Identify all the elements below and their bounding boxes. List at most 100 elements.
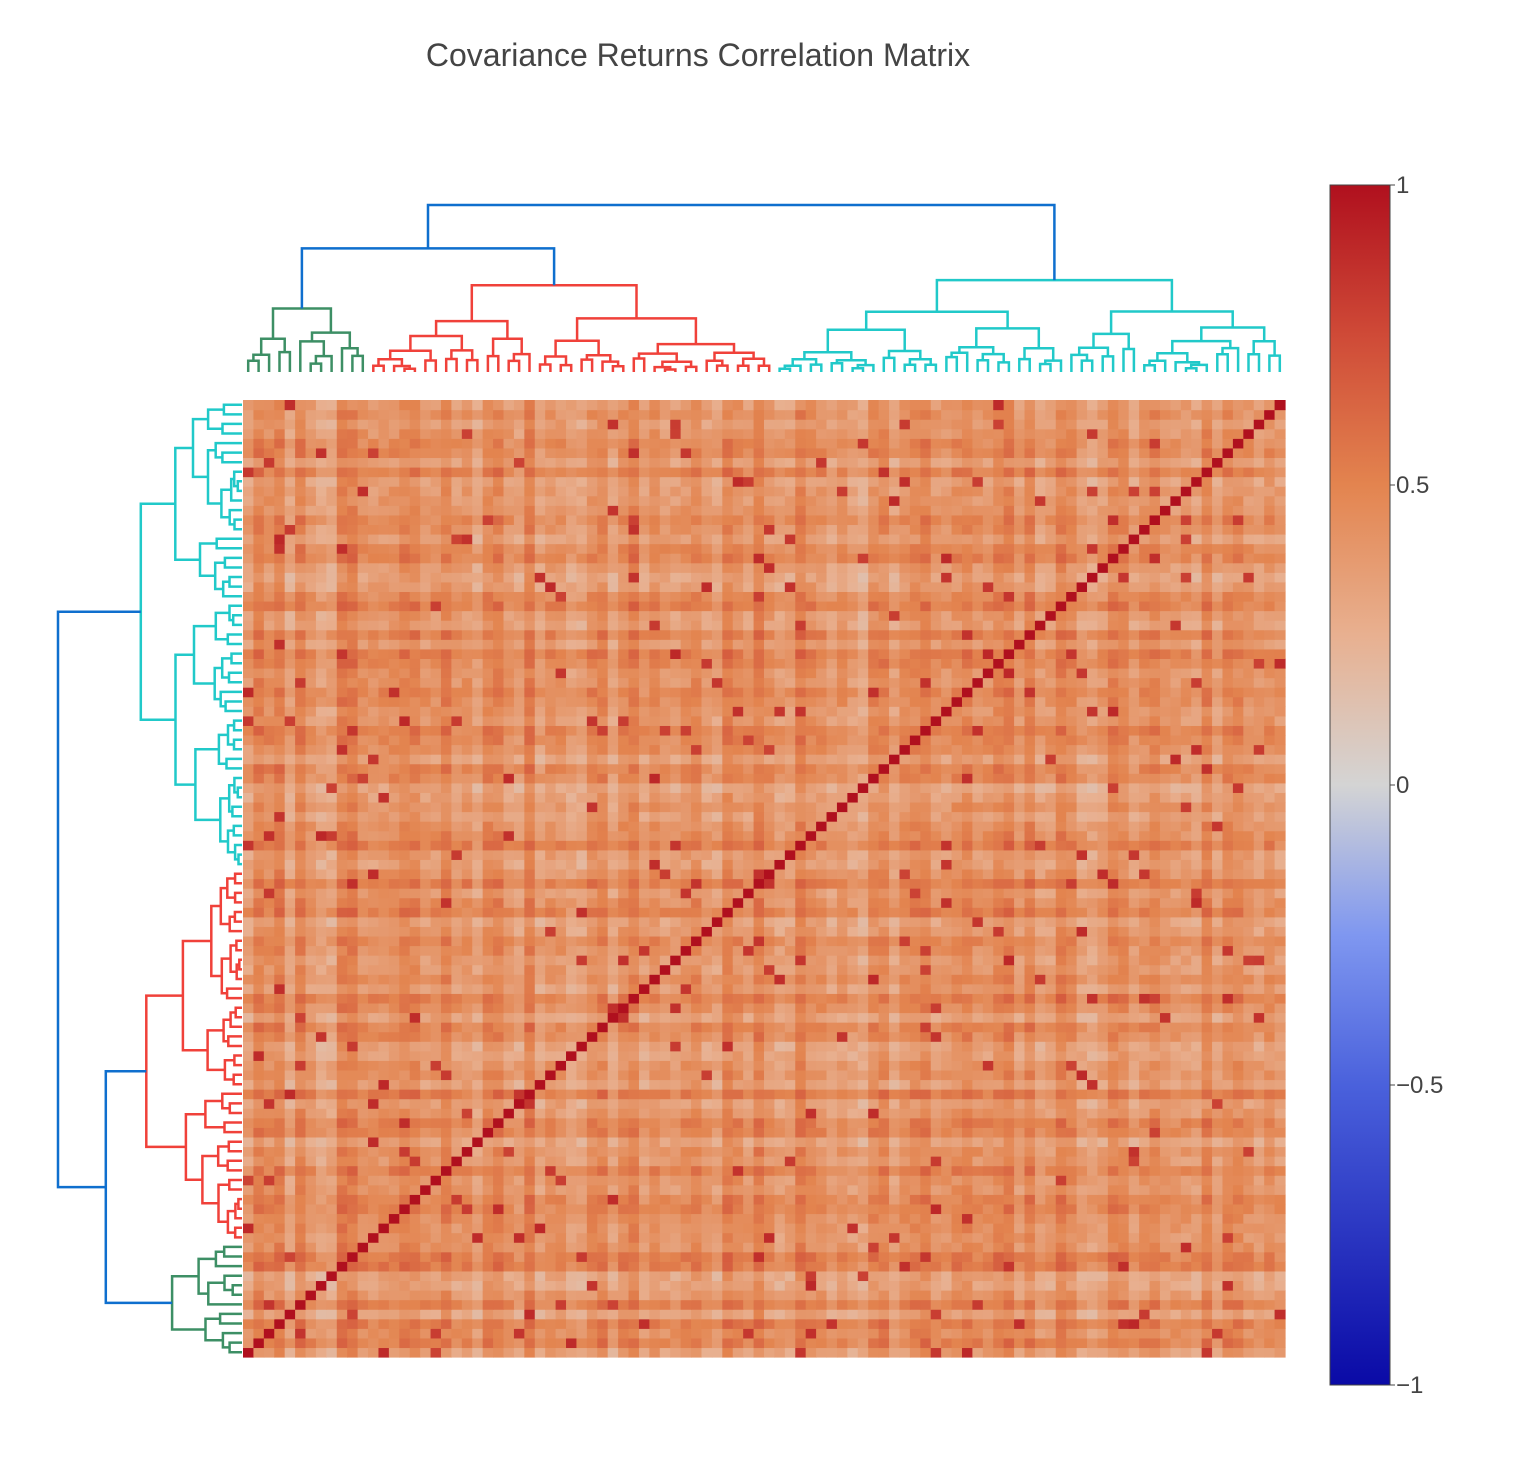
heatmap-cell [388, 1347, 400, 1358]
heatmap-cell [670, 955, 682, 966]
dendrogram-link [226, 877, 236, 899]
heatmap-cell [503, 1012, 515, 1023]
heatmap-cell [368, 1213, 380, 1224]
heatmap-cell [961, 1175, 973, 1186]
heatmap-cell [284, 1184, 296, 1195]
heatmap-cell [503, 1156, 515, 1167]
heatmap-cell [451, 1098, 463, 1109]
dendrogram-link [1184, 366, 1198, 372]
heatmap-cell [378, 1079, 390, 1090]
heatmap-cell [347, 1347, 359, 1358]
heatmap-cell [1264, 1251, 1276, 1262]
heatmap-cell [847, 1136, 859, 1148]
heatmap-cell [315, 1299, 327, 1310]
dendrogram-link [206, 1029, 225, 1072]
heatmap-cell [899, 1012, 911, 1023]
heatmap-cell [263, 1299, 275, 1310]
heatmap-cell [1128, 935, 1140, 947]
heatmap-cell [889, 1232, 901, 1243]
heatmap-cell [472, 1184, 484, 1195]
heatmap-cell [243, 1050, 255, 1061]
heatmap-cell [878, 945, 890, 956]
heatmap-cell [836, 1136, 848, 1148]
heatmap-cell [1066, 1194, 1078, 1205]
heatmap-cell [618, 1136, 630, 1148]
heatmap-cell [409, 1165, 421, 1176]
heatmap-cell [1139, 1232, 1151, 1243]
heatmap-cell [597, 1002, 609, 1014]
heatmap-cell [566, 1031, 578, 1042]
heatmap-cell [566, 916, 578, 927]
heatmap-cell [753, 1318, 765, 1329]
heatmap-cell [899, 916, 911, 927]
heatmap-cell [701, 1194, 713, 1205]
heatmap-cell [607, 955, 619, 966]
heatmap-cell [1087, 935, 1099, 947]
heatmap-cell [409, 945, 421, 956]
heatmap-cell [461, 935, 473, 947]
heatmap-cell [1087, 1108, 1099, 1119]
heatmap-cell [440, 1347, 452, 1358]
heatmap-cell [440, 1175, 452, 1186]
heatmap-cell [1180, 1213, 1192, 1224]
heatmap-cell [295, 1232, 307, 1243]
heatmap-cell [764, 1328, 776, 1339]
heatmap-cell [1066, 897, 1078, 908]
heatmap-cell [659, 1165, 671, 1176]
heatmap-cell [284, 1012, 296, 1023]
heatmap-cell [315, 945, 327, 956]
dendrogram-link [783, 364, 802, 372]
heatmap-cell [253, 1184, 265, 1195]
dendrogram-link [314, 354, 333, 372]
heatmap-cell [1201, 1213, 1213, 1224]
heatmap-cell [1024, 1213, 1036, 1224]
heatmap-cell [503, 1223, 515, 1234]
heatmap-cell [440, 964, 452, 975]
heatmap-cell [961, 964, 973, 975]
heatmap-cell [1045, 1031, 1057, 1042]
dendrogram-link [580, 358, 594, 372]
heatmap-cell [670, 1347, 682, 1358]
heatmap-cell [503, 1041, 515, 1052]
heatmap-cell [1243, 1318, 1255, 1329]
heatmap-cell [784, 1194, 796, 1205]
heatmap-cell [1045, 1050, 1057, 1061]
heatmap-cell [836, 916, 848, 927]
heatmap-cell [1024, 1012, 1036, 1023]
heatmap-cell [440, 1012, 452, 1023]
heatmap-cell [607, 1012, 619, 1023]
heatmap-cell [586, 1002, 598, 1014]
heatmap-cell [743, 1203, 755, 1215]
heatmap-cell [680, 897, 692, 908]
heatmap-cell [243, 1318, 255, 1329]
heatmap-cell [691, 1347, 703, 1358]
heatmap-cell [1149, 1309, 1161, 1320]
heatmap-cell [284, 1337, 296, 1349]
heatmap-cell [951, 993, 963, 1004]
heatmap-cell [336, 916, 348, 927]
heatmap-cell [482, 1213, 494, 1224]
heatmap-cell [732, 1213, 744, 1224]
heatmap-cell [1170, 983, 1182, 994]
heatmap-cell [305, 1223, 317, 1234]
heatmap-cell [326, 1156, 338, 1167]
heatmap-cell [336, 1261, 348, 1272]
heatmap-cell [1034, 1337, 1046, 1349]
heatmap-cell [253, 1146, 265, 1157]
heatmap-cell [503, 1031, 515, 1042]
heatmap-cell [566, 1060, 578, 1071]
heatmap-cell [1139, 897, 1151, 908]
heatmap-cell [1087, 1318, 1099, 1329]
heatmap-cell [503, 1203, 515, 1215]
heatmap-cell [1076, 1022, 1088, 1033]
heatmap-cell [982, 1041, 994, 1052]
heatmap-cell [1003, 1069, 1015, 1081]
heatmap-cell [847, 1290, 859, 1301]
heatmap-cell [1128, 1328, 1140, 1339]
dendrogram-link [194, 748, 221, 822]
dendrogram-link [232, 470, 242, 488]
heatmap-cell [326, 1280, 338, 1291]
heatmap-cell [868, 1041, 880, 1052]
heatmap-cell [847, 1309, 859, 1320]
heatmap-cell [1087, 1089, 1099, 1100]
